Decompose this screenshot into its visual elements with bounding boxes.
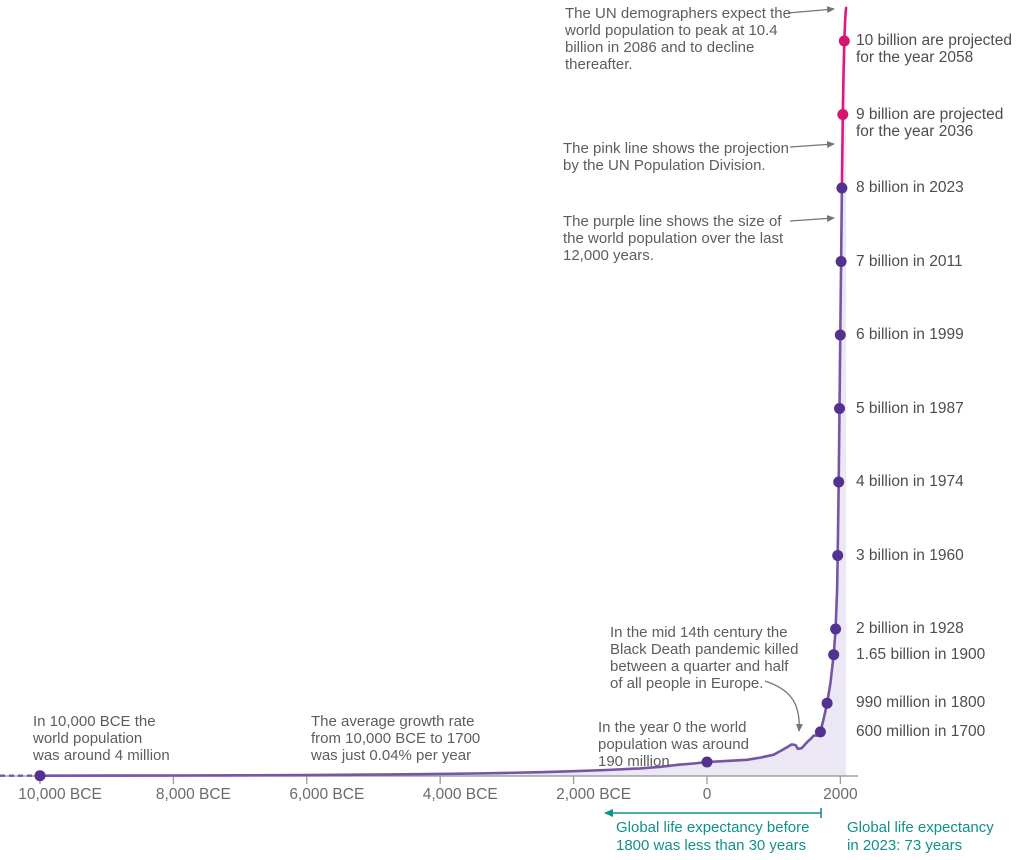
data-point-dot <box>836 182 848 194</box>
data-point-dot <box>835 256 847 267</box>
milestone-label: 10 billion are projected for the year 20… <box>856 32 1012 66</box>
milestone-label: 2 billion in 1928 <box>856 620 964 637</box>
milestone-label: 4 billion in 1974 <box>856 473 964 490</box>
data-point-dot <box>830 623 842 635</box>
x-tick-label: 2,000 BCE <box>556 786 632 803</box>
x-tick-label: 6,000 BCE <box>289 786 365 803</box>
annotation-arrows <box>764 6 835 732</box>
annotation-purple-line: The purple line shows the size of the wo… <box>563 213 784 264</box>
annotation-year-zero: In the year 0 the world population was a… <box>598 719 749 770</box>
milestone-label: 600 million in 1700 <box>856 723 986 740</box>
arrow-to-peak <box>787 6 835 14</box>
milestone-label: 8 billion in 2023 <box>856 179 964 196</box>
data-point-dot <box>828 649 840 661</box>
data-point-dot <box>834 403 845 414</box>
x-tick-label: 2000 <box>823 786 858 803</box>
milestone-label: 3 billion in 1960 <box>856 547 964 564</box>
data-point-dot <box>837 109 849 120</box>
data-point-dot <box>34 770 46 782</box>
x-tick-label: 10,000 BCE <box>18 786 102 803</box>
annotation-black-death: In the mid 14th century the Black Death … <box>610 624 799 692</box>
x-tick-label: 8,000 BCE <box>155 786 231 803</box>
x-tick-label: 4,000 BCE <box>422 786 498 803</box>
data-point-dot <box>701 756 713 768</box>
milestone-dots <box>34 35 850 782</box>
annotation-10000bce: In 10,000 BCE the world population was a… <box>33 713 170 764</box>
x-tick-label: 0 <box>702 786 712 803</box>
data-point-dot <box>832 550 844 561</box>
life-expectancy-before-label: Global life expectancy before 1800 was l… <box>616 819 810 854</box>
milestone-label: 990 million in 1800 <box>856 694 986 711</box>
arrow-to-black-death-dip <box>764 680 803 732</box>
milestone-label: 6 billion in 1999 <box>856 326 964 343</box>
data-point-dot <box>833 476 845 488</box>
milestone-label: 5 billion in 1987 <box>856 400 964 417</box>
annotation-pink-line: The pink line shows the projection by th… <box>563 140 789 174</box>
arrow-to-pink-line <box>789 140 835 148</box>
arrow-to-purple-line <box>789 214 835 222</box>
historic-population-line <box>38 186 844 777</box>
life-expectancy-now-label: Global life expectancy in 2023: 73 years <box>847 819 994 854</box>
data-point-dot <box>838 35 850 47</box>
milestone-label: 7 billion in 2011 <box>856 253 963 270</box>
data-point-dot <box>821 697 833 709</box>
milestone-label: 1.65 billion in 1900 <box>856 646 986 663</box>
data-point-dot <box>814 726 826 738</box>
life-expectancy-span <box>604 808 822 818</box>
annotation-growth-rate: The average growth rate from 10,000 BCE … <box>311 713 481 764</box>
annotation-un-peak: The UN demographers expect the world pop… <box>565 5 791 73</box>
milestone-label: 9 billion are projected for the year 203… <box>856 106 1004 140</box>
data-point-dot <box>834 329 846 341</box>
